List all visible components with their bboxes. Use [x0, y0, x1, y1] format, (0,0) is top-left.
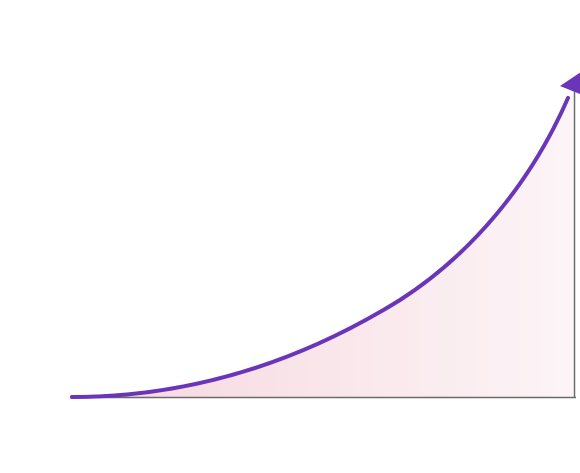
arrowhead-icon	[560, 72, 580, 94]
growth-curve	[70, 96, 570, 399]
area-under-curve	[72, 92, 573, 397]
